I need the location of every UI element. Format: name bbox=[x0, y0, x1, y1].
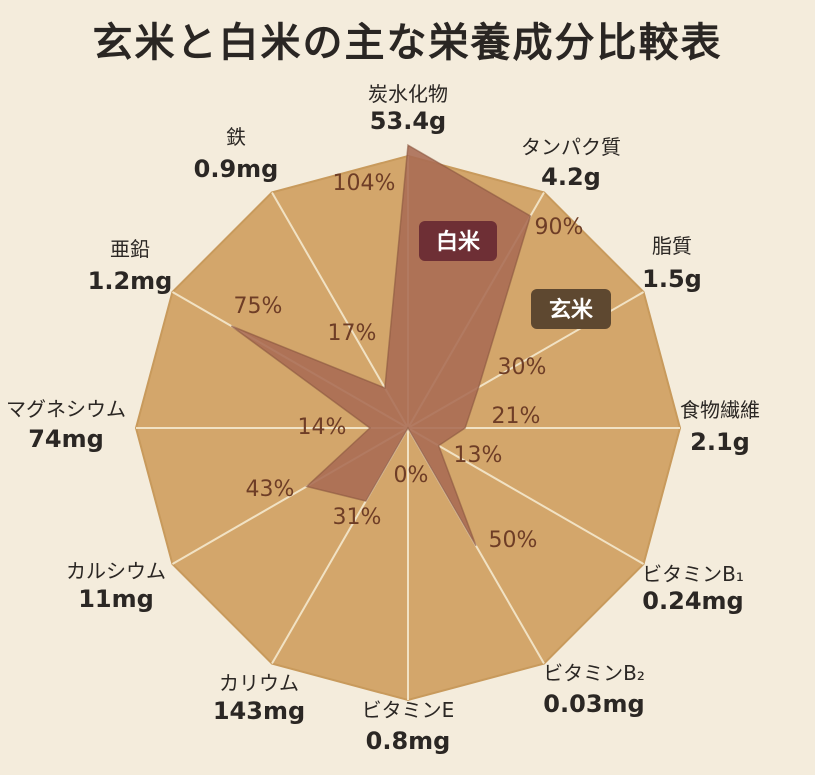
legend-white-rice-label: 白米 bbox=[436, 229, 481, 255]
axis-label-value: 11mg bbox=[78, 585, 154, 613]
legend-brown-rice-label: 玄米 bbox=[549, 297, 594, 323]
percent-label: 50% bbox=[489, 528, 538, 553]
axis-label-name: 脂質 bbox=[652, 234, 692, 258]
percent-label: 75% bbox=[234, 294, 283, 319]
axis-spoke bbox=[407, 427, 645, 565]
percent-label: 21% bbox=[492, 404, 541, 429]
axis-label-value: 143mg bbox=[213, 697, 305, 725]
percent-label: 13% bbox=[454, 443, 503, 468]
axis-label-name: 食物繊維 bbox=[680, 398, 760, 422]
axis-label-name: ビタミンB₂ bbox=[543, 661, 645, 685]
axis-label-value: 53.4g bbox=[370, 107, 446, 135]
axis-label-name: ビタミンE bbox=[362, 698, 455, 722]
percent-label: 14% bbox=[298, 415, 347, 440]
axis-label-value: 74mg bbox=[28, 425, 104, 453]
axis-label-name: カリウム bbox=[219, 671, 299, 695]
axis-label-name: タンパク質 bbox=[521, 135, 621, 159]
axis-label-value: 1.5g bbox=[642, 265, 702, 293]
percent-label: 17% bbox=[328, 321, 377, 346]
axis-label-value: 0.9mg bbox=[194, 155, 279, 183]
axis-label-name: ビタミンB₁ bbox=[642, 562, 744, 586]
axis-label-name: 鉄 bbox=[226, 125, 246, 149]
percent-label: 31% bbox=[333, 505, 382, 530]
legend-brown-rice: 玄米 bbox=[531, 289, 611, 329]
percent-label: 90% bbox=[535, 215, 584, 240]
legend-white-rice-swatch bbox=[419, 221, 497, 261]
legend-brown-rice-swatch bbox=[531, 289, 611, 329]
percent-labels: 104% 90% 30% 21% 13% 50% 0% 31% 43% 14% 75% 17% bbox=[234, 171, 584, 553]
axis-labels: 炭水化物53.4gタンパク質4.2g脂質1.5g食物繊維2.1gビタミンB₁0.… bbox=[6, 82, 760, 755]
chart-title: 玄米と白米の主な栄養成分比較表 bbox=[92, 20, 723, 66]
percent-label: 0% bbox=[394, 463, 429, 488]
axis-label-value: 4.2g bbox=[541, 163, 601, 191]
axis-label-value: 0.8mg bbox=[366, 727, 451, 755]
axis-label-name: 炭水化物 bbox=[368, 82, 448, 106]
percent-label: 104% bbox=[333, 171, 396, 196]
legend-white-rice: 白米 bbox=[419, 221, 497, 261]
axis-label-value: 2.1g bbox=[690, 428, 750, 456]
axis-label-name: カルシウム bbox=[66, 559, 166, 583]
percent-label: 30% bbox=[498, 355, 547, 380]
axis-label-name: 亜鉛 bbox=[110, 237, 150, 261]
axis-label-name: マグネシウム bbox=[6, 397, 126, 421]
axis-label-value: 0.03mg bbox=[543, 690, 644, 718]
axis-label-value: 1.2mg bbox=[88, 267, 173, 295]
percent-label: 43% bbox=[246, 477, 295, 502]
axis-label-value: 0.24mg bbox=[642, 587, 743, 615]
